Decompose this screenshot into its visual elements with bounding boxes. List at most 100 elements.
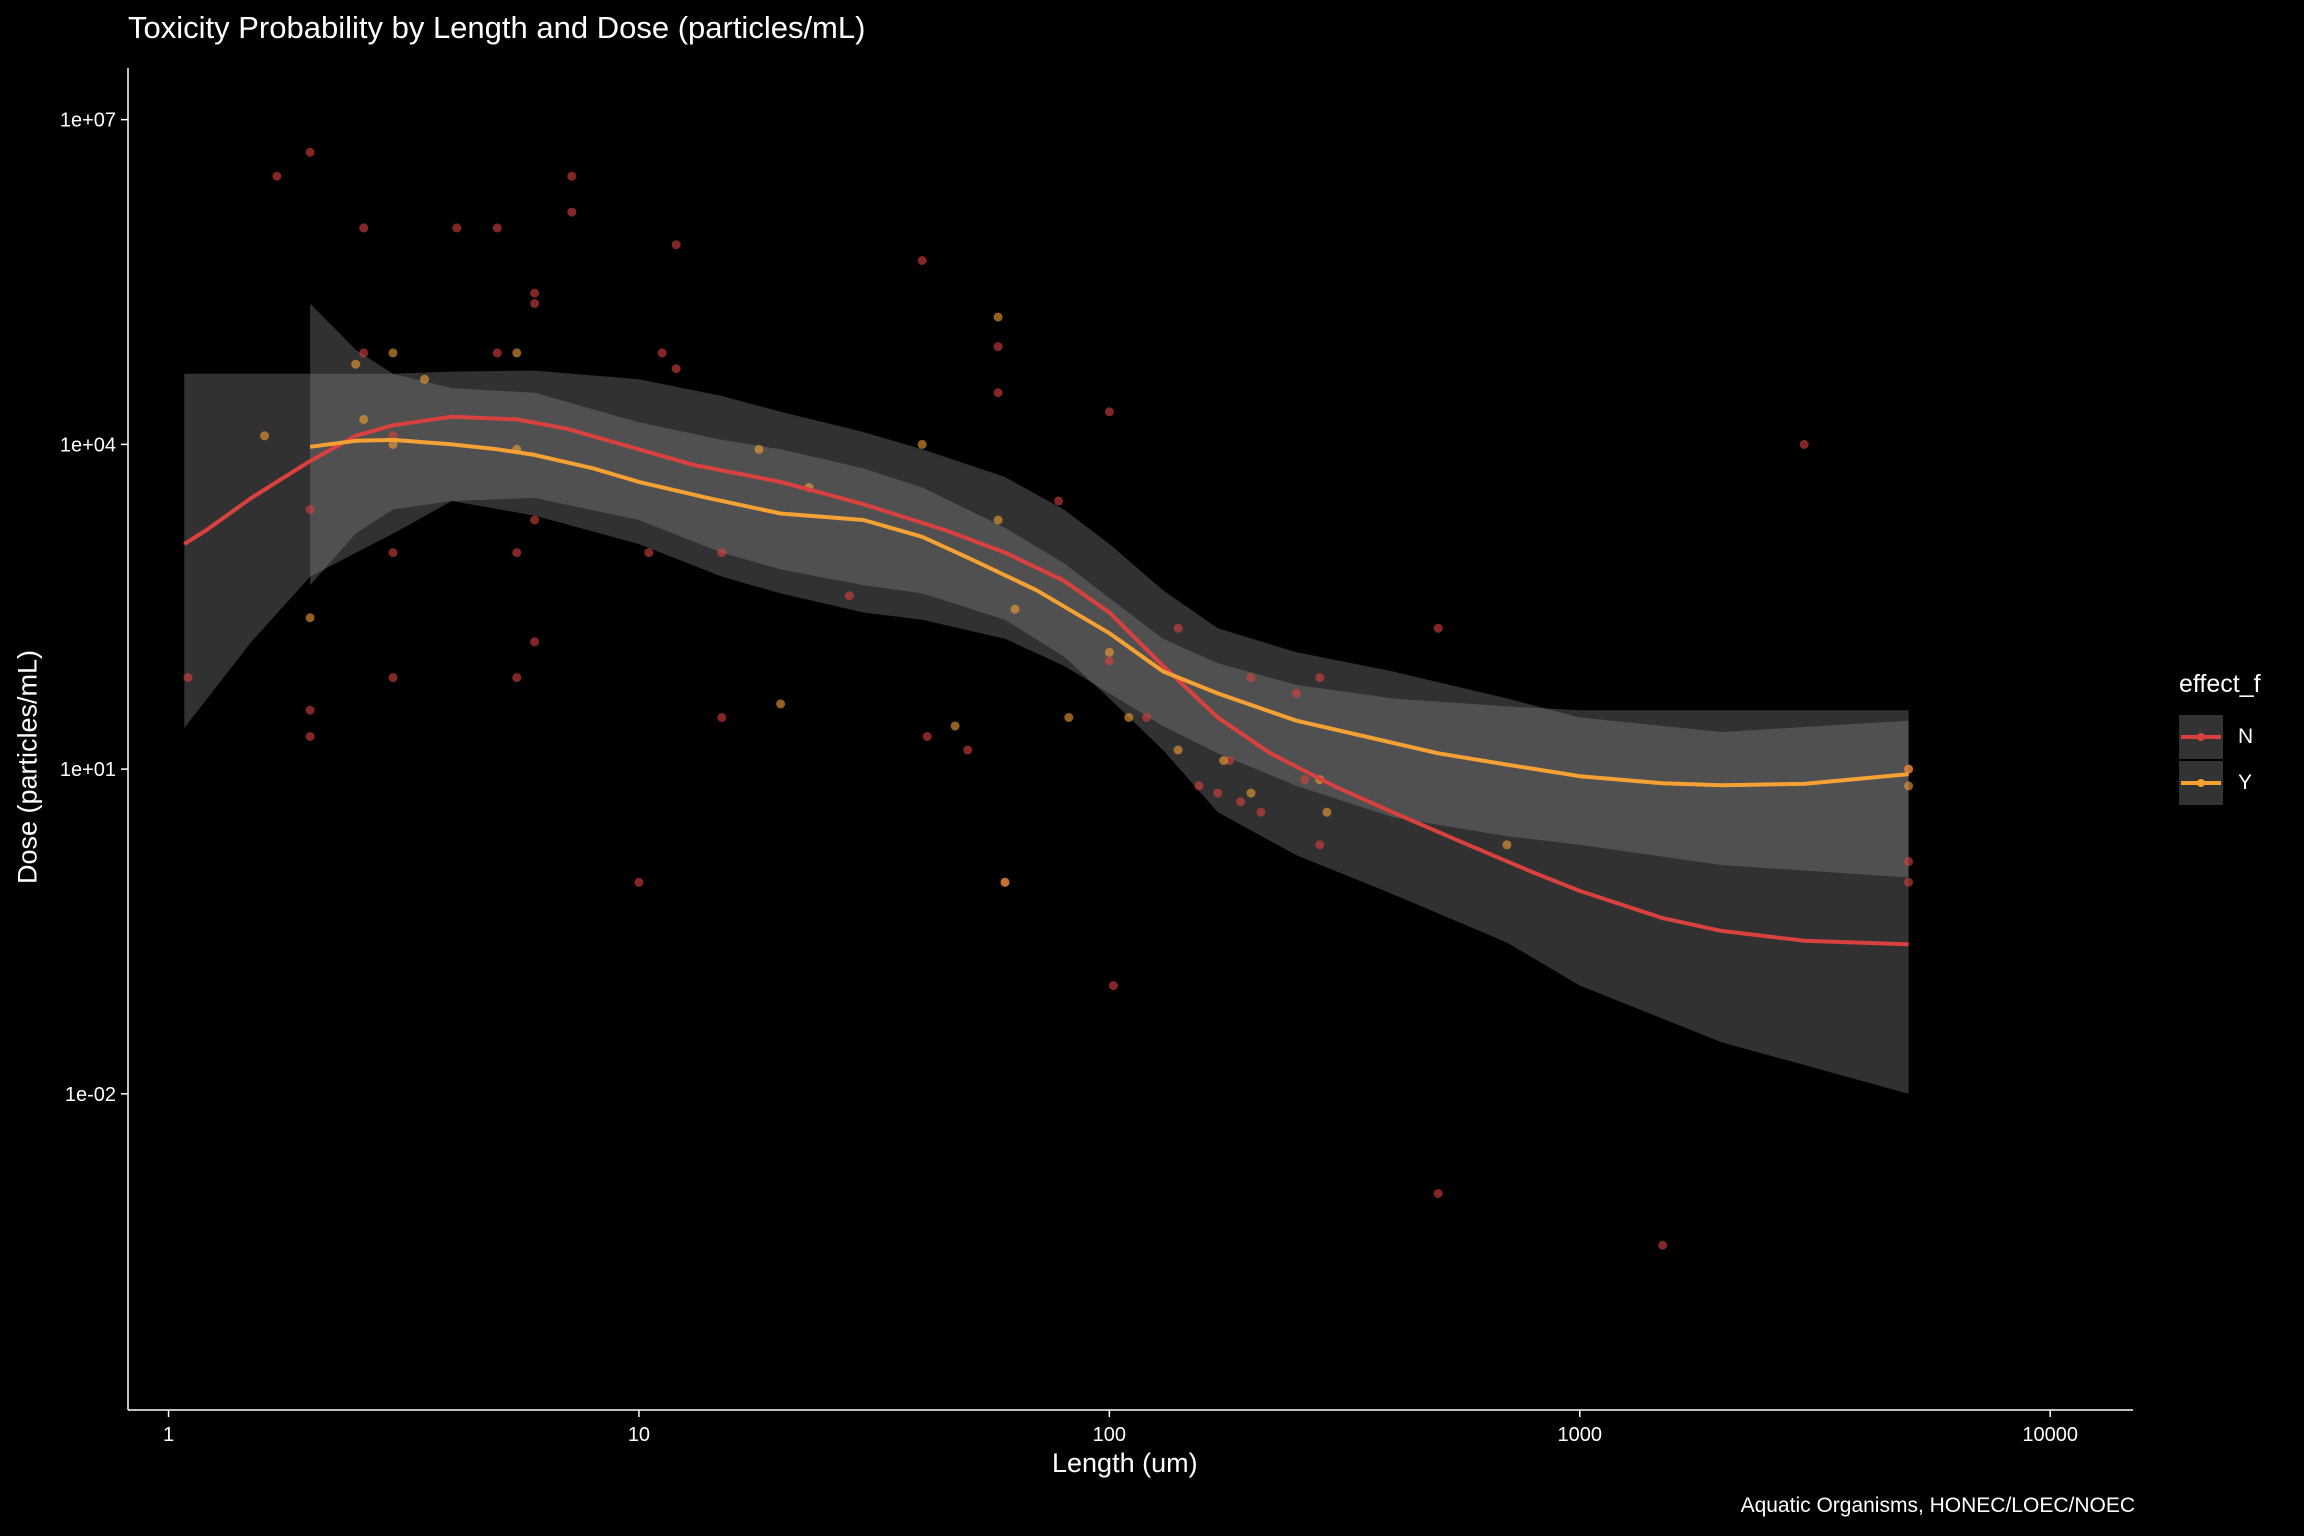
point-y (420, 374, 429, 384)
point-n (492, 223, 502, 233)
point-n (917, 256, 927, 265)
point-y (359, 414, 369, 424)
point-y (993, 312, 1003, 322)
point-n (993, 342, 1003, 352)
point-y (388, 348, 398, 358)
point-n (671, 364, 681, 374)
legend-title: effect_f (2179, 670, 2261, 698)
point-n (567, 207, 577, 217)
point-n (1104, 656, 1114, 666)
point-y (754, 444, 764, 454)
point-n (671, 240, 681, 250)
point-n (657, 348, 667, 358)
point-y (917, 439, 927, 449)
caption: Aquatic Organisms, HONEC/LOEC/NOEC (1740, 1494, 2135, 1517)
y-tick-label: 1e-02 (65, 1084, 116, 1106)
point-n (1246, 673, 1256, 683)
point-n (1799, 439, 1809, 449)
x-axis-label: Length (um) (1052, 1448, 1198, 1478)
point-n (359, 348, 369, 358)
y-tick-label: 1e+07 (60, 110, 116, 132)
point-y (1322, 807, 1332, 817)
point-y (993, 515, 1003, 525)
smooth-line-n (183, 414, 1909, 947)
x-tick-label: 100 (1093, 1424, 1126, 1446)
x-tick-label: 10000 (2022, 1424, 2078, 1446)
point-n (844, 591, 854, 601)
point-n (993, 388, 1003, 398)
point-n (1300, 775, 1310, 785)
point-y (1064, 713, 1074, 722)
smooth-line-y (309, 437, 1909, 788)
point-n (359, 223, 369, 233)
point-n (1904, 857, 1914, 866)
point-n (452, 223, 462, 233)
point-y (1104, 647, 1114, 657)
point-n (922, 732, 932, 741)
point-y (260, 431, 270, 441)
chart-title: Toxicity Probability by Length and Dose … (128, 10, 866, 45)
ribbon-y (310, 303, 1909, 878)
point-n (530, 288, 540, 298)
point-n (1433, 623, 1443, 633)
point-n (644, 548, 654, 558)
point-n (1433, 1189, 1443, 1198)
x-tick-label: 10 (628, 1424, 650, 1446)
y-axis-label: Dose (particles/mL) (12, 649, 43, 885)
confidence-ribbons (184, 303, 1909, 1094)
point-n (717, 713, 727, 722)
point-n (388, 548, 398, 558)
point-n (1315, 840, 1325, 850)
point-y (776, 699, 786, 709)
point-n (1904, 877, 1914, 887)
x-tick-label: 1000 (1558, 1424, 1603, 1446)
point-y (1904, 781, 1914, 791)
point-y (512, 348, 522, 358)
legend-label-n: N (2238, 725, 2254, 748)
smooth-lines (183, 414, 1909, 947)
ribbon-n (184, 370, 1909, 1094)
point-y (1502, 840, 1512, 850)
legend-key-n (2179, 715, 2223, 759)
point-n (1142, 713, 1152, 722)
point-n (305, 505, 315, 514)
point-n (1236, 797, 1245, 807)
point-n (512, 548, 522, 558)
point-n (305, 705, 315, 715)
point-n (1213, 788, 1223, 798)
point-y (1219, 756, 1229, 765)
point-y (1904, 764, 1914, 774)
point-n (1292, 688, 1301, 698)
point-n (388, 673, 398, 683)
point-n (1315, 673, 1325, 683)
point-n (1108, 981, 1118, 991)
point-n (305, 732, 315, 741)
point-n (963, 745, 973, 755)
data-points (183, 147, 1914, 1250)
x-tick-label: 1 (163, 1424, 174, 1446)
point-y (305, 613, 315, 623)
point-y (351, 359, 361, 369)
point-y (1173, 745, 1183, 755)
point-y (1000, 877, 1010, 887)
legend-label-y: Y (2238, 771, 2253, 794)
point-n (1658, 1240, 1668, 1250)
point-n (717, 548, 727, 558)
point-y (1010, 604, 1020, 614)
point-y (950, 721, 960, 731)
point-n (1194, 781, 1204, 791)
point-n (530, 515, 540, 525)
point-n (634, 877, 644, 887)
point-n (1173, 623, 1183, 633)
point-n (530, 299, 540, 308)
point-n (530, 637, 540, 647)
legend-key-y (2179, 761, 2223, 805)
point-n (272, 171, 282, 181)
y-tick-label: 1e+04 (60, 434, 116, 456)
point-y (1124, 713, 1134, 722)
point-n (305, 147, 315, 157)
y-tick-label: 1e+01 (60, 759, 116, 781)
point-n (1054, 496, 1064, 506)
point-n (1104, 407, 1114, 417)
